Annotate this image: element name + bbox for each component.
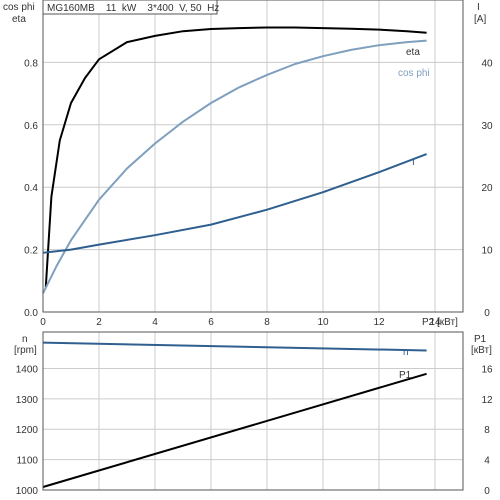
top-xtick-label: 4: [152, 317, 158, 328]
bottom-y2tick-label: 16: [481, 364, 493, 375]
bottom-right-axis-label-2: [кВт]: [471, 345, 492, 356]
bottom-y2tick-label: 0: [484, 486, 490, 497]
header-text: MG160MB 11 kW 3*400 V, 50 Hz: [47, 3, 219, 14]
top-xtick-label: 12: [373, 317, 385, 328]
top-xtick-label: 8: [264, 317, 270, 328]
series-label-cos-phi: cos phi: [398, 68, 430, 79]
top-y2tick-label: 0: [484, 308, 490, 319]
bottom-right-axis-label-1: P1: [474, 334, 487, 345]
top-left-axis-label-1: cos phi: [3, 2, 35, 13]
bottom-ytick-label: 1400: [16, 364, 39, 375]
plot-frames: [42, 0, 464, 491]
bottom-ytick-label: 1000: [16, 486, 39, 497]
top-left-axis-label-2: eta: [12, 14, 26, 25]
bottom-series-n: [42, 341, 427, 352]
header-box: [42, 0, 218, 15]
top-frame: [42, 0, 464, 313]
series-label-p1: P1: [399, 370, 412, 381]
top-ytick-label: 0.4: [24, 183, 38, 194]
top-xtick-label: 2: [96, 317, 102, 328]
bottom-y2tick-label: 12: [481, 395, 493, 406]
bottom-y2tick-label: 4: [484, 456, 490, 467]
top-series-i: [42, 153, 427, 254]
top-ytick-label: 0.8: [24, 58, 38, 69]
top-series-eta: [44, 26, 427, 288]
top-xtick-label: 0: [40, 317, 46, 328]
series-curves: [42, 26, 427, 488]
top-y2tick-label: 30: [481, 121, 493, 132]
top-y2tick-label: 40: [481, 58, 493, 69]
top-xtick-label: 10: [317, 317, 329, 328]
bottom-series-p1: [42, 372, 427, 488]
series-label-current: I: [412, 157, 415, 168]
top-ytick-label: 0.6: [24, 121, 38, 132]
top-right-axis-label-1: I: [477, 2, 480, 13]
top-y2tick-label: 20: [481, 183, 493, 194]
bottom-frame: [42, 331, 464, 491]
top-y2tick-label: 10: [481, 246, 493, 257]
bottom-ytick-label: 1300: [16, 395, 39, 406]
series-label-speed: n: [403, 347, 409, 358]
top-xtick-label: 6: [208, 317, 214, 328]
top-series-cos-phi: [42, 39, 427, 294]
bottom-left-axis-label-1: n: [22, 334, 28, 345]
top-x-axis-label: P2 [кВт]: [422, 317, 458, 328]
top-ytick-label: 0.2: [24, 246, 38, 257]
top-ytick-label: 0.0: [24, 308, 38, 319]
bottom-y2tick-label: 8: [484, 425, 490, 436]
series-label-eta: eta: [406, 47, 420, 58]
bottom-ytick-label: 1200: [16, 425, 39, 436]
top-right-axis-label-2: [A]: [474, 14, 486, 25]
bottom-ytick-label: 1100: [16, 456, 38, 467]
top-xtick-label: 14: [429, 317, 441, 328]
bottom-left-axis-label-2: [rpm]: [14, 345, 37, 356]
